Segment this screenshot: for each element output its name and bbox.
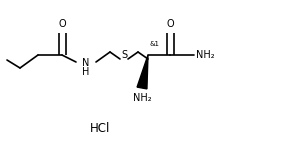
Text: H: H <box>82 67 90 77</box>
Text: S: S <box>121 50 127 60</box>
Text: O: O <box>58 19 66 29</box>
Text: N: N <box>82 58 90 68</box>
Text: NH₂: NH₂ <box>196 50 215 60</box>
Text: &1: &1 <box>150 41 160 47</box>
Text: HCl: HCl <box>90 121 110 134</box>
Polygon shape <box>137 55 148 89</box>
Text: O: O <box>166 19 174 29</box>
Text: NH₂: NH₂ <box>133 93 151 103</box>
